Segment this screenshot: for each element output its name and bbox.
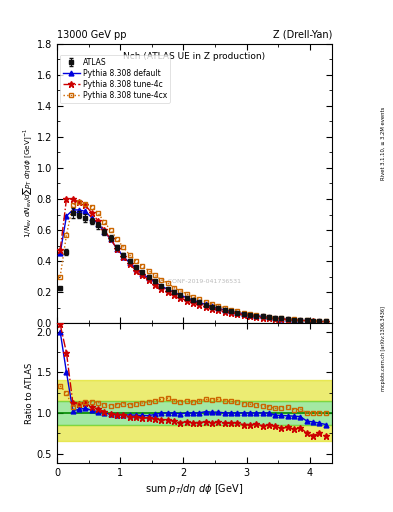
- Text: 13000 GeV pp: 13000 GeV pp: [57, 30, 127, 40]
- X-axis label: sum $p_T/d\eta\ d\phi$ [GeV]: sum $p_T/d\eta\ d\phi$ [GeV]: [145, 482, 244, 497]
- Text: Nch (ATLAS UE in Z production): Nch (ATLAS UE in Z production): [123, 52, 266, 61]
- Text: mcplots.cern.ch [arXiv:1306.3436]: mcplots.cern.ch [arXiv:1306.3436]: [381, 306, 386, 391]
- Text: Z (Drell-Yan): Z (Drell-Yan): [273, 30, 332, 40]
- Y-axis label: Ratio to ATLAS: Ratio to ATLAS: [25, 363, 34, 424]
- Text: Rivet 3.1.10, ≥ 3.2M events: Rivet 3.1.10, ≥ 3.2M events: [381, 106, 386, 180]
- Bar: [57, 380, 332, 401]
- Legend: ATLAS, Pythia 8.308 default, Pythia 8.308 tune-4c, Pythia 8.308 tune-4cx: ATLAS, Pythia 8.308 default, Pythia 8.30…: [60, 55, 170, 102]
- Bar: [57, 425, 332, 441]
- Text: ATLAS-CONF-2019-041736531: ATLAS-CONF-2019-041736531: [147, 279, 242, 284]
- Bar: [57, 401, 332, 425]
- Y-axis label: $1/N_\mathrm{ev}\ dN_\mathrm{ev}/d\!\sum\! p_T\ d\eta d\phi\ [\mathrm{GeV}]^{-1}: $1/N_\mathrm{ev}\ dN_\mathrm{ev}/d\!\sum…: [21, 129, 34, 239]
